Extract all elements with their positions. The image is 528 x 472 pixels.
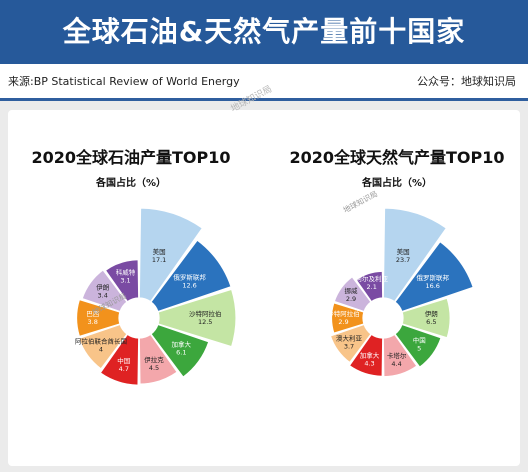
account-text: 公众号：地球知识局	[417, 75, 516, 88]
slice-category-label: 中国	[117, 356, 130, 365]
slice-value-label: 4.5	[149, 364, 159, 372]
slice-category-label: 伊朗	[425, 309, 438, 318]
rose-slice	[157, 288, 237, 348]
slice-value-label: 3.4	[98, 292, 108, 300]
source-bar	[0, 64, 528, 98]
rose-slice	[99, 333, 140, 386]
slice-category-label: 科威特	[116, 267, 136, 276]
slice-category-label: 伊朗	[96, 283, 109, 292]
slice-value-label: 4	[99, 346, 103, 354]
slice-value-label: 3.1	[120, 276, 130, 284]
slice-category-label: 卡塔尔	[387, 351, 407, 360]
slice-value-label: 3.7	[344, 343, 354, 351]
rose-slice	[138, 207, 204, 303]
slice-category-label: 挪威	[345, 286, 359, 295]
slice-value-label: 23.7	[396, 256, 410, 264]
slice-category-label: 加拿大	[360, 351, 380, 360]
oil-chart-subtitle: 各国占比（%）	[95, 178, 167, 189]
rose-slice	[355, 270, 384, 303]
rose-slice	[138, 333, 178, 385]
rose-slice	[150, 323, 210, 378]
slice-value-label: 3.8	[88, 318, 98, 326]
slice-value-label: 4.4	[391, 360, 401, 368]
slice-category-label: 阿拉伯联合酋长国	[75, 337, 127, 346]
slice-value-label: 2.9	[338, 318, 348, 326]
rose-slice	[78, 323, 128, 370]
slice-category-label: 美国	[153, 247, 166, 256]
slice-value-label: 4.3	[364, 360, 374, 368]
oil-chart-title: 2020全球石油产量TOP10	[31, 148, 231, 167]
slice-value-label: 17.1	[152, 256, 166, 264]
rose-slice	[81, 269, 128, 313]
gas-chart-subtitle: 各国占比（%）	[361, 178, 433, 189]
slice-category-label: 沙特阿拉伯	[327, 309, 360, 318]
slice-category-label: 伊拉克	[144, 355, 164, 364]
slice-category-label: 俄罗斯联邦	[416, 273, 449, 282]
slice-category-label: 澳大利亚	[336, 334, 363, 343]
slice-value-label: 6.5	[426, 318, 436, 326]
slice-value-label: 2.1	[367, 283, 377, 291]
rose-slice	[394, 323, 442, 368]
rose-slice	[104, 259, 140, 303]
slice-value-label: 12.5	[198, 318, 212, 326]
rose-slice	[382, 207, 448, 303]
slice-category-label: 美国	[397, 247, 410, 256]
slice-category-label: 沙特阿拉伯	[189, 309, 222, 318]
rose-slice	[333, 275, 372, 313]
slice-value-label: 16.6	[425, 282, 439, 290]
slice-category-label: 中国	[413, 335, 426, 344]
slice-category-label: 巴西	[86, 310, 100, 318]
gas-chart-title: 2020全球天然气产量TOP10	[289, 148, 505, 167]
slice-value-label: 4.7	[119, 365, 129, 373]
slice-value-label: 5	[417, 344, 421, 352]
rose-slice	[329, 323, 372, 364]
divider	[0, 98, 528, 101]
slice-category-label: 阿尔及利亚	[355, 274, 388, 283]
rose-slice	[150, 239, 232, 313]
slice-category-label: 俄罗斯联邦	[173, 272, 206, 281]
header-bar	[0, 0, 528, 64]
slice-value-label: 12.6	[182, 281, 196, 289]
rose-slice	[394, 240, 475, 313]
slice-value-label: 6.1	[176, 349, 186, 357]
watermark-text: 地球知识局	[341, 188, 379, 214]
source-text: 来源:BP Statistical Review of World Energy	[8, 75, 240, 88]
rose-slice	[401, 297, 451, 339]
rose-slice	[330, 302, 365, 334]
slice-category-label: 加拿大	[172, 340, 192, 349]
page-title: 全球石油&天然气产量前十国家	[62, 15, 466, 48]
slice-value-label: 2.9	[346, 295, 356, 303]
rose-slice	[75, 298, 121, 338]
rose-slice	[382, 333, 418, 378]
rose-slice	[348, 333, 384, 377]
